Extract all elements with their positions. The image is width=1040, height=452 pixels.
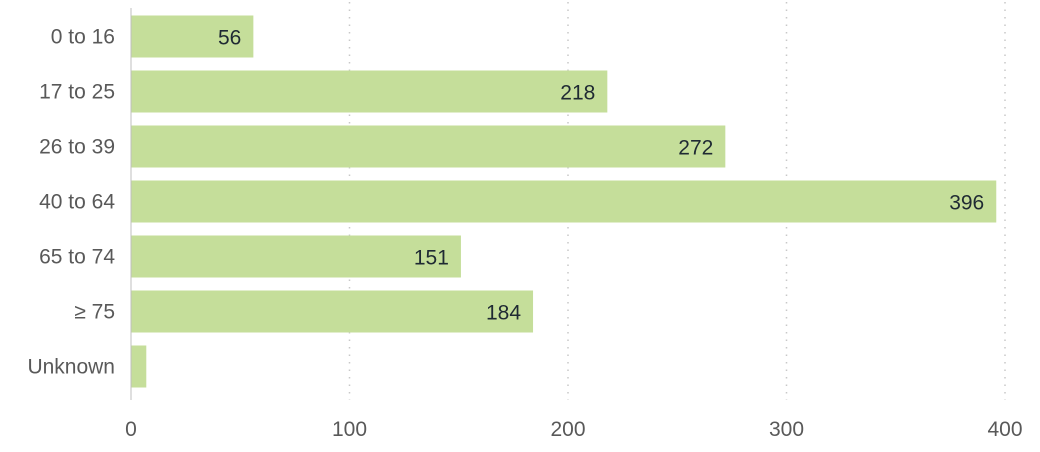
category-label-2: 26 to 39 bbox=[39, 136, 115, 159]
category-label-4: 65 to 74 bbox=[39, 246, 115, 269]
category-label-0: 0 to 16 bbox=[51, 26, 115, 49]
bar-0 bbox=[131, 15, 254, 58]
x-tick-label-300: 300 bbox=[769, 418, 804, 441]
x-tick-label-100: 100 bbox=[332, 418, 367, 441]
bar-4 bbox=[131, 235, 461, 278]
category-label-1: 17 to 25 bbox=[39, 81, 115, 104]
x-tick-label-0: 0 bbox=[125, 418, 137, 441]
bar-1 bbox=[131, 70, 608, 113]
bar-5 bbox=[131, 290, 534, 333]
category-label-5: ≥ 75 bbox=[74, 301, 115, 324]
bar-6 bbox=[131, 345, 147, 388]
x-tick-label-200: 200 bbox=[550, 418, 585, 441]
data-label-2: 272 bbox=[678, 137, 713, 160]
data-label-1: 218 bbox=[560, 82, 595, 105]
data-label-3: 396 bbox=[949, 192, 984, 215]
bar-2 bbox=[131, 125, 726, 168]
category-label-6: Unknown bbox=[27, 356, 115, 379]
labels: 0 100 200 300 400 0 to 16 56 17 to 25 218 26 to 3… bbox=[27, 26, 1022, 442]
bars bbox=[131, 15, 997, 388]
data-label-0: 56 bbox=[218, 27, 241, 50]
bar-3 bbox=[131, 180, 997, 223]
category-label-3: 40 to 64 bbox=[39, 191, 115, 214]
data-label-5: 184 bbox=[486, 302, 521, 325]
x-tick-label-400: 400 bbox=[987, 418, 1022, 441]
data-label-4: 151 bbox=[414, 247, 449, 270]
